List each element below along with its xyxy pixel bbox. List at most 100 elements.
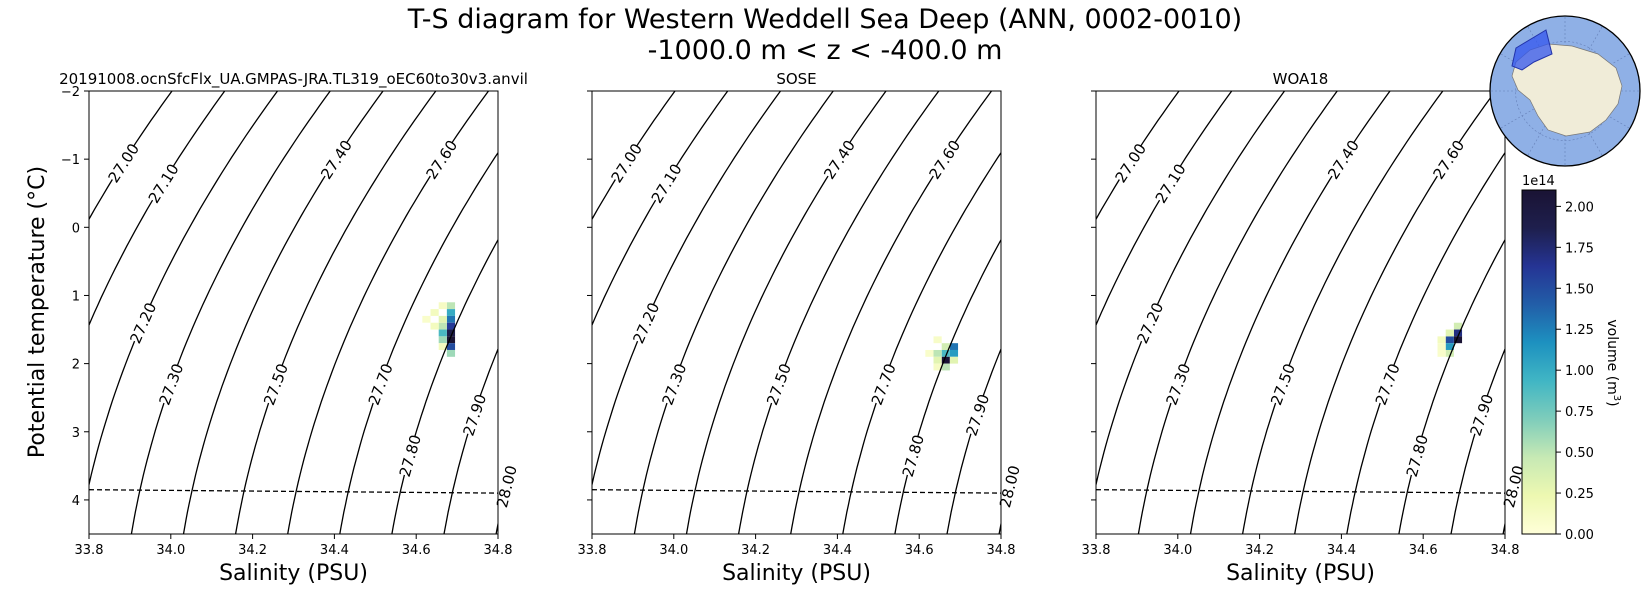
isopycnal-line (946, 347, 1001, 534)
isopycnal-line (894, 238, 1001, 534)
isopycnal-line (130, 91, 331, 534)
isopycnal-line (339, 151, 498, 534)
isopycnal-label: 27.10 (145, 161, 183, 207)
panel-title: SOSE (776, 70, 816, 88)
isopycnal-line (443, 347, 498, 534)
y-tick-label: 0 (72, 221, 80, 236)
freezing-line (88, 489, 499, 494)
volume-cell (949, 356, 959, 364)
volume-cell (1445, 336, 1454, 344)
isopycnal-line (89, 91, 226, 327)
volume-cell (446, 302, 456, 310)
plot-frame (591, 90, 1002, 535)
isopycnal-label: 27.00 (1112, 140, 1151, 186)
isopycnal-label: 27.90 (1466, 392, 1497, 438)
isopycnal-line (1189, 91, 1391, 534)
x-tick-label: 34.2 (1245, 543, 1274, 558)
volume-cell (438, 343, 447, 350)
isopycnal-line (685, 91, 887, 534)
isopycnal-label: 27.20 (629, 300, 663, 347)
colorbar-tick-label: 0.25 (1565, 487, 1594, 502)
x-tick-label: 34.6 (905, 543, 934, 558)
isopycnal-labels: 27.00 27.10 27.20 27.30 27.40 27.50 27.60 27.70… (607, 137, 1024, 510)
isopycnal-label: 27.00 (105, 140, 144, 186)
isopycnal-label: 27.60 (1430, 137, 1469, 183)
freezing-line (1095, 489, 1506, 494)
x-tick-label: 34.6 (402, 543, 431, 558)
x-tick-label: 34.0 (156, 543, 185, 558)
volume-cell (438, 329, 447, 337)
volume-cell (1453, 322, 1463, 330)
volume-cell (941, 343, 950, 350)
inset-antarctica (1511, 43, 1623, 137)
volume-cell (1437, 343, 1446, 350)
isopycnal-label: 27.80 (1403, 433, 1432, 479)
x-tick-label: 33.8 (1082, 543, 1111, 558)
isopycnal-line (842, 151, 1001, 534)
volume-cells (925, 336, 959, 371)
isopycnal-line (182, 91, 384, 534)
x-tick-label: 34.4 (1327, 543, 1356, 558)
plot-frame (1095, 90, 1506, 535)
isopycnal-line (1137, 91, 1338, 534)
isopycnal-line (737, 91, 940, 534)
x-axis-label: Salinity (PSU) (219, 561, 368, 586)
colorbar-tick-label: 0.75 (1565, 405, 1594, 420)
volume-cell (446, 309, 456, 316)
isopycnal-label: 27.10 (1152, 161, 1190, 207)
volume-cell (430, 309, 439, 316)
isopycnal-label: 27.50 (260, 361, 292, 408)
isopycnal-label: 27.50 (1267, 361, 1299, 408)
isopycnal-label: 27.60 (926, 137, 965, 183)
isopycnal-line (1346, 151, 1505, 534)
colorbar: 0.00 0.25 0.50 0.75 1.00 1.25 1.50 1.75 2.00 1e14… (1521, 174, 1622, 543)
panels: 20191008.ocnSfcFlx_UA.GMPAS-JRA.TL319_oE… (59, 70, 1528, 586)
inset-region (1511, 29, 1553, 71)
colorbar-label: volume (m3) (1604, 319, 1622, 406)
isopycnal-label: 27.30 (659, 361, 691, 408)
isopycnal-label: 27.10 (648, 161, 686, 207)
colorbar-tick-label: 1.50 (1565, 282, 1594, 297)
colorbar-tick-label: 2.00 (1565, 200, 1594, 215)
colorbar-tick-label: 0.00 (1565, 528, 1594, 543)
isopycnal-label: 27.00 (608, 140, 647, 186)
x-axis-label: Salinity (PSU) (722, 561, 871, 586)
x-tick-label: 34.8 (987, 543, 1016, 558)
isopycnal-line (1450, 347, 1505, 534)
volume-cell (1445, 343, 1454, 350)
isopycnal-label: 27.30 (156, 361, 188, 408)
volume-cell (438, 302, 447, 310)
x-tick-label: 33.8 (578, 543, 607, 558)
isopycnal-label: 28.00 (996, 464, 1024, 510)
volume-cell (941, 363, 950, 371)
x-tick-label: 34.8 (484, 543, 513, 558)
isopycnal-label: 27.70 (868, 361, 900, 408)
y-tick-label: 2 (72, 358, 80, 373)
volume-cell (941, 349, 950, 357)
isopycnal-label: 27.90 (459, 392, 490, 438)
x-tick-label: 34.0 (1163, 543, 1192, 558)
volume-cell (949, 349, 959, 357)
volume-cell (446, 322, 456, 330)
volume-cell (446, 336, 456, 344)
x-tick-label: 34.2 (238, 543, 267, 558)
colorbar-gradient (1521, 189, 1557, 535)
y-tick-label: 1 (72, 289, 80, 304)
ts-panel-1: 20191008.ocnSfcFlx_UA.GMPAS-JRA.TL319_oE… (59, 70, 528, 586)
volume-cell (1453, 329, 1463, 337)
isopycnal-label: 27.40 (1324, 137, 1363, 183)
isopycnal-label: 27.80 (396, 433, 425, 479)
volume-cell (446, 329, 456, 337)
volume-cell (933, 349, 942, 357)
isopycnal-line (633, 91, 834, 534)
isopycnal-label: 27.30 (1163, 361, 1195, 408)
figure-title-line1: T-S diagram for Western Weddell Sea Deep… (407, 4, 1242, 35)
isopycnal-label: 28.00 (493, 464, 521, 510)
volume-cell (1445, 329, 1454, 337)
volume-cell (446, 343, 456, 350)
volume-cell (438, 315, 447, 323)
antarctica-region-map-icon (1489, 15, 1641, 167)
x-axis-label: Salinity (PSU) (1226, 561, 1375, 586)
isopycnal-line (1241, 91, 1444, 534)
